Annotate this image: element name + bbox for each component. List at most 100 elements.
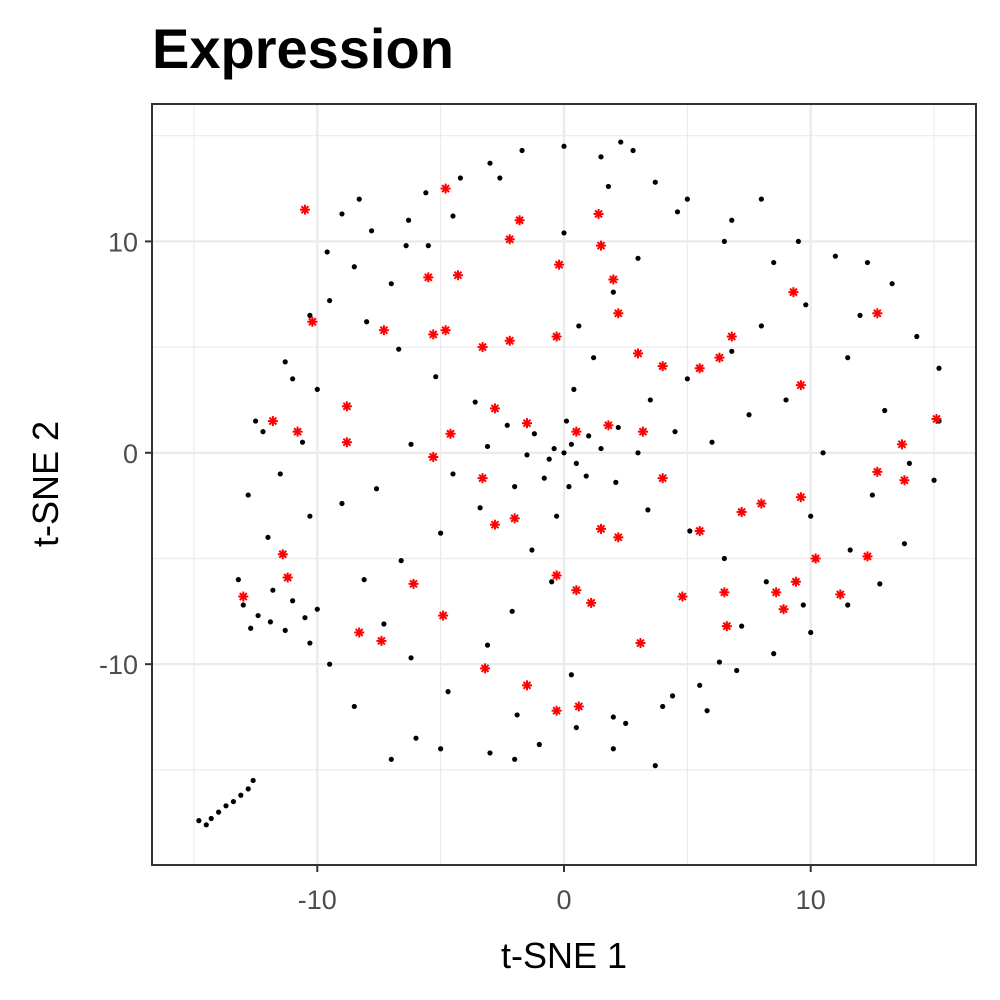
- grid-lines: [152, 104, 976, 865]
- data-point: [438, 530, 444, 536]
- highlighted-point: [571, 426, 582, 437]
- data-point: [361, 577, 367, 583]
- plot-panel: [151, 103, 977, 866]
- data-point: [721, 555, 727, 562]
- highlighted-point: [872, 466, 883, 477]
- highlighted-point: [736, 506, 747, 517]
- data-point: [472, 399, 478, 405]
- data-point: [901, 541, 908, 547]
- highlighted-point: [657, 361, 668, 372]
- highlighted-point: [489, 403, 500, 414]
- chart-title: Expression: [152, 17, 454, 80]
- highlighted-point: [771, 587, 782, 598]
- data-point: [450, 471, 456, 477]
- x-tick-label: 0: [556, 885, 571, 915]
- highlighted-point: [299, 204, 310, 215]
- highlighted-point: [810, 553, 821, 564]
- highlighted-point: [551, 331, 562, 342]
- data-point: [245, 786, 251, 792]
- data-point: [684, 196, 690, 202]
- data-point: [561, 143, 567, 149]
- data-point: [250, 777, 256, 784]
- data-point: [931, 477, 937, 483]
- highlighted-point: [341, 401, 352, 412]
- data-point: [423, 190, 429, 196]
- data-point: [889, 281, 895, 287]
- data-point: [216, 809, 222, 815]
- data-point: [388, 756, 394, 762]
- data-point: [450, 213, 456, 219]
- highlighted-point: [554, 259, 565, 270]
- data-point: [265, 534, 271, 540]
- data-point: [795, 238, 801, 245]
- data-point: [509, 608, 515, 614]
- highlighted-point: [551, 570, 562, 581]
- highlighted-point: [428, 329, 439, 340]
- data-point: [758, 196, 764, 202]
- highlighted-point: [788, 287, 799, 298]
- highlighted-point: [657, 473, 668, 484]
- data-point: [746, 412, 752, 418]
- data-point: [674, 209, 681, 215]
- highlighted-point: [521, 418, 532, 429]
- data-point: [936, 365, 942, 371]
- data-point: [282, 627, 288, 633]
- data-point: [445, 689, 451, 695]
- highlighted-point: [835, 589, 846, 600]
- data-point: [267, 619, 274, 625]
- data-point: [573, 460, 579, 466]
- data-point: [302, 615, 308, 621]
- data-point: [484, 443, 491, 450]
- highlighted-point: [899, 475, 910, 486]
- data-point: [660, 703, 666, 710]
- data-point: [845, 602, 851, 608]
- data-point: [571, 386, 577, 392]
- data-point: [586, 433, 592, 439]
- data-point: [260, 429, 266, 435]
- highlighted-point: [477, 473, 488, 484]
- highlighted-point: [795, 380, 806, 391]
- data-point: [457, 175, 463, 181]
- data-point: [630, 147, 636, 154]
- highlighted-point: [721, 621, 732, 632]
- highlighted-point: [694, 363, 705, 374]
- data-point: [253, 418, 259, 424]
- data-point: [339, 211, 345, 217]
- data-point: [820, 450, 826, 456]
- highlighted-point: [440, 183, 451, 194]
- highlighted-point: [790, 576, 801, 587]
- data-point: [877, 581, 883, 587]
- data-point: [709, 439, 715, 445]
- highlighted-point: [378, 325, 389, 336]
- highlighted-point: [341, 437, 352, 448]
- data-point: [512, 484, 518, 490]
- x-tick-label: 10: [796, 885, 826, 915]
- x-tick-label: -10: [298, 885, 337, 915]
- data-point: [566, 484, 572, 490]
- data-point: [615, 424, 621, 431]
- data-point: [882, 407, 888, 414]
- highlighted-point: [778, 604, 789, 615]
- highlighted-point: [477, 342, 488, 353]
- data-point: [245, 492, 251, 498]
- highlighted-point: [509, 513, 520, 524]
- highlighted-point: [714, 352, 725, 363]
- data-point: [504, 422, 510, 428]
- highlighted-point: [489, 519, 500, 530]
- y-axis-title: t-SNE 2: [25, 421, 66, 547]
- data-point: [610, 714, 616, 720]
- highlighted-point: [795, 492, 806, 503]
- data-point: [739, 623, 745, 629]
- data-point: [672, 429, 678, 435]
- data-point: [561, 230, 567, 236]
- highlighted-point: [694, 526, 705, 537]
- data-point: [845, 355, 851, 361]
- data-point: [729, 348, 735, 354]
- highlighted-point: [307, 316, 318, 327]
- highlighted-point: [238, 591, 249, 602]
- data-point: [255, 612, 261, 619]
- highlighted-point: [756, 498, 767, 509]
- data-point: [405, 217, 412, 223]
- data-point: [647, 397, 653, 403]
